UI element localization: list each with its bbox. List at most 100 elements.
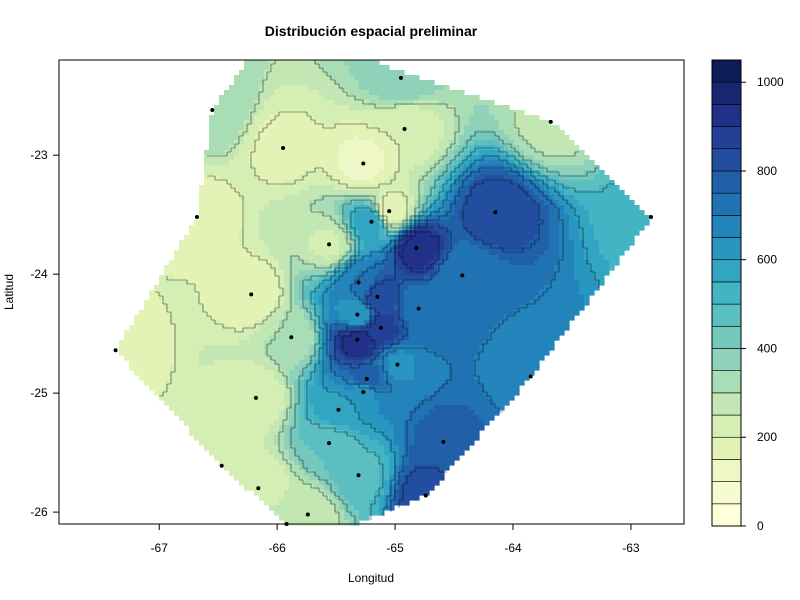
contour-cell bbox=[554, 335, 560, 341]
contour-cell bbox=[619, 235, 625, 241]
contour-cell bbox=[419, 370, 425, 376]
contour-cell bbox=[414, 75, 420, 81]
contour-cell bbox=[309, 380, 315, 386]
contour-cell bbox=[574, 245, 580, 251]
contour-cell bbox=[299, 65, 305, 71]
contour-cell bbox=[389, 285, 395, 291]
contour-cell bbox=[549, 265, 555, 271]
contour-cell bbox=[154, 350, 160, 356]
contour-cell bbox=[424, 150, 430, 156]
contour-cell bbox=[229, 335, 235, 341]
contour-cell bbox=[374, 270, 380, 276]
contour-cell bbox=[594, 260, 600, 266]
contour-cell bbox=[514, 240, 520, 246]
contour-cell bbox=[244, 110, 250, 116]
contour-cell bbox=[364, 350, 370, 356]
contour-cell bbox=[444, 235, 450, 241]
contour-cell bbox=[609, 205, 615, 211]
contour-cell bbox=[579, 230, 585, 236]
contour-cell bbox=[599, 175, 605, 181]
contour-cell bbox=[469, 115, 475, 121]
contour-cell bbox=[259, 200, 265, 206]
contour-cell bbox=[359, 305, 365, 311]
contour-cell bbox=[549, 155, 555, 161]
contour-cell bbox=[429, 210, 435, 216]
contour-cell bbox=[429, 235, 435, 241]
contour-cell bbox=[164, 380, 170, 386]
contour-cell bbox=[209, 120, 215, 126]
contour-cell bbox=[454, 135, 460, 141]
contour-cell bbox=[569, 245, 575, 251]
contour-cell bbox=[404, 105, 410, 111]
contour-cell bbox=[294, 305, 300, 311]
contour-cell bbox=[214, 165, 220, 171]
contour-cell bbox=[374, 245, 380, 251]
contour-cell bbox=[324, 60, 330, 66]
contour-cell bbox=[319, 100, 325, 106]
contour-cell bbox=[219, 370, 225, 376]
contour-cell bbox=[624, 245, 630, 251]
contour-cell bbox=[449, 205, 455, 211]
contour-cell bbox=[544, 285, 550, 291]
contour-cell bbox=[494, 340, 500, 346]
contour-cell bbox=[199, 300, 205, 306]
contour-cell bbox=[459, 275, 465, 281]
contour-cell bbox=[139, 375, 145, 381]
contour-cell bbox=[419, 295, 425, 301]
contour-cell bbox=[399, 200, 405, 206]
contour-cell bbox=[264, 140, 270, 146]
contour-cell bbox=[544, 300, 550, 306]
contour-cell bbox=[284, 215, 290, 221]
contour-cell bbox=[384, 155, 390, 161]
contour-cell bbox=[479, 365, 485, 371]
contour-cell bbox=[404, 95, 410, 101]
contour-cell bbox=[439, 365, 445, 371]
contour-cell bbox=[304, 360, 310, 366]
contour-cell bbox=[309, 300, 315, 306]
contour-cell bbox=[264, 190, 270, 196]
contour-cell bbox=[424, 355, 430, 361]
contour-cell bbox=[234, 185, 240, 191]
contour-cell bbox=[474, 235, 480, 241]
contour-cell bbox=[424, 185, 430, 191]
contour-cell bbox=[379, 295, 385, 301]
contour-cell bbox=[479, 255, 485, 261]
contour-cell bbox=[439, 250, 445, 256]
contour-cell bbox=[244, 60, 250, 66]
contour-cell bbox=[499, 255, 505, 261]
contour-cell bbox=[494, 265, 500, 271]
contour-cell bbox=[289, 130, 295, 136]
contour-cell bbox=[394, 85, 400, 91]
contour-cell bbox=[209, 175, 215, 181]
contour-cell bbox=[209, 205, 215, 211]
contour-cell bbox=[529, 300, 535, 306]
contour-cell bbox=[379, 255, 385, 261]
contour-cell bbox=[384, 360, 390, 366]
contour-cell bbox=[179, 300, 185, 306]
contour-cell bbox=[404, 235, 410, 241]
contour-cell bbox=[359, 310, 365, 316]
contour-cell bbox=[529, 265, 535, 271]
contour-cell bbox=[354, 150, 360, 156]
contour-cell bbox=[384, 170, 390, 176]
contour-cell bbox=[284, 130, 290, 136]
contour-cell bbox=[229, 110, 235, 116]
contour-cell bbox=[494, 360, 500, 366]
contour-cell bbox=[389, 255, 395, 261]
contour-cell bbox=[269, 85, 275, 91]
contour-cell bbox=[244, 220, 250, 226]
contour-cell bbox=[199, 265, 205, 271]
contour-cell bbox=[404, 130, 410, 136]
contour-cell bbox=[484, 275, 490, 281]
contour-cell bbox=[264, 285, 270, 291]
contour-cell bbox=[354, 240, 360, 246]
contour-cell bbox=[299, 240, 305, 246]
contour-cell bbox=[564, 180, 570, 186]
contour-cell bbox=[504, 300, 510, 306]
contour-cell bbox=[399, 180, 405, 186]
contour-cell bbox=[404, 375, 410, 381]
contour-cell bbox=[439, 295, 445, 301]
contour-cell bbox=[344, 305, 350, 311]
contour-cell bbox=[499, 375, 505, 381]
contour-cell bbox=[544, 275, 550, 281]
